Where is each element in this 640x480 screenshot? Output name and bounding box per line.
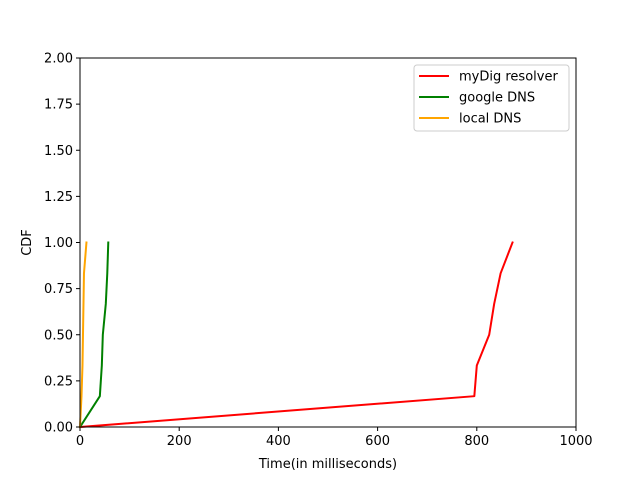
y-tick-label: 1.00 bbox=[44, 236, 73, 251]
legend: myDig resolver google DNS local DNS bbox=[413, 64, 570, 132]
legend-box bbox=[413, 64, 570, 132]
y-tick-label: 0.25 bbox=[44, 374, 73, 389]
x-tick-label: 800 bbox=[464, 434, 489, 449]
legend-label: myDig resolver bbox=[459, 70, 558, 85]
y-tick-label: 2.00 bbox=[44, 52, 73, 67]
x-axis-label: Time(in milliseconds) bbox=[258, 457, 397, 472]
x-tick-label: 600 bbox=[365, 434, 390, 449]
y-tick-label: 1.75 bbox=[44, 98, 73, 113]
x-tick-label: 400 bbox=[266, 434, 291, 449]
x-axis-ticks: 0 200 400 600 800 1000 bbox=[76, 427, 593, 449]
y-tick-label: 1.50 bbox=[44, 144, 73, 159]
y-tick-label: 0.75 bbox=[44, 282, 73, 297]
y-tick-label: 0.00 bbox=[44, 421, 73, 436]
legend-label: local DNS bbox=[459, 112, 521, 127]
y-tick-label: 0.50 bbox=[44, 328, 73, 343]
series-layer bbox=[78, 241, 514, 429]
y-axis-label: CDF bbox=[20, 229, 35, 256]
series-line-1 bbox=[78, 241, 514, 429]
x-tick-label: 1000 bbox=[559, 434, 592, 449]
legend-label: google DNS bbox=[459, 91, 535, 106]
series-line-3 bbox=[78, 241, 88, 429]
x-tick-label: 200 bbox=[167, 434, 192, 449]
y-tick-label: 1.25 bbox=[44, 190, 73, 205]
y-axis-ticks: 0.00 0.25 0.50 0.75 1.00 1.25 1.50 1.75 2.00 bbox=[44, 52, 80, 436]
x-tick-label: 0 bbox=[76, 434, 84, 449]
series-line-2 bbox=[78, 241, 110, 429]
